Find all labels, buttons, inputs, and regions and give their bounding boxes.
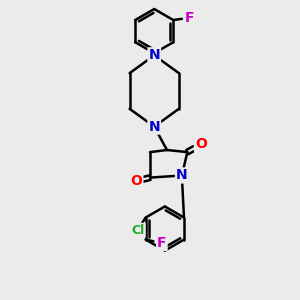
Text: N: N bbox=[148, 48, 160, 62]
Text: O: O bbox=[130, 174, 142, 188]
Text: Cl: Cl bbox=[131, 224, 145, 237]
Text: F: F bbox=[157, 236, 167, 250]
Text: O: O bbox=[195, 137, 207, 152]
Text: N: N bbox=[176, 169, 188, 182]
Text: N: N bbox=[148, 120, 160, 134]
Text: F: F bbox=[185, 11, 194, 25]
